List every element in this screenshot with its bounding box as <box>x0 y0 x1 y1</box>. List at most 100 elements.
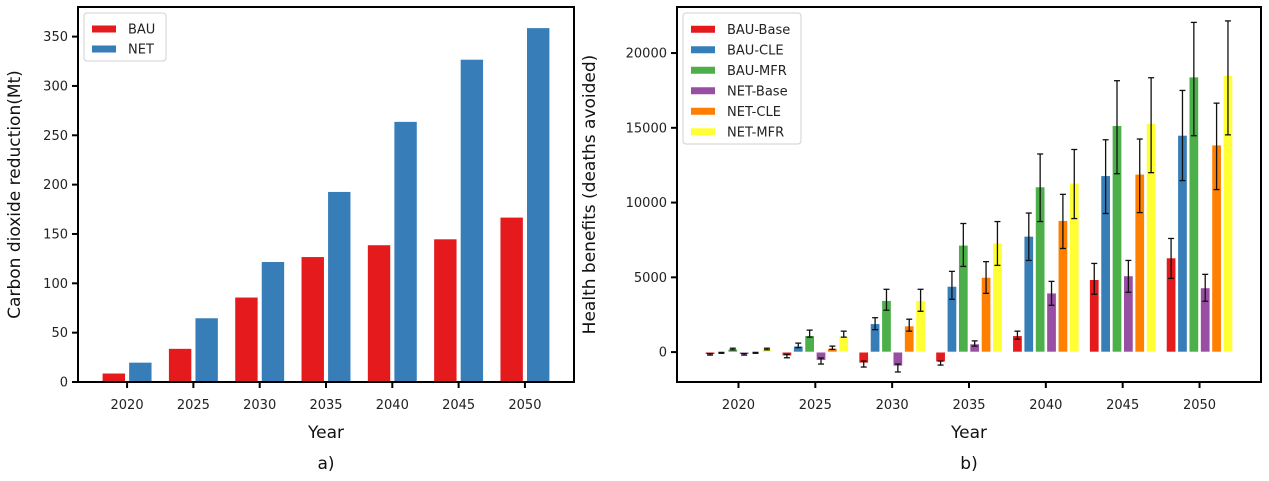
error-bar-net-mfr-2020 <box>763 347 770 351</box>
bar-net-2045 <box>459 58 484 383</box>
bar-bau-mfr-2025 <box>804 335 815 353</box>
error-bar-bau-mfr-2025 <box>806 329 813 338</box>
y-axis-ticks: 0 5000 10000 15000 20000 <box>626 47 677 361</box>
x-axis-label: Year <box>950 423 987 443</box>
error-bar-bau-mfr-2040 <box>1037 153 1044 223</box>
error-bar-net-cle-2020 <box>752 351 759 354</box>
error-bar-bau-cle-2045 <box>1102 139 1109 215</box>
error-bar-net-cle-2040 <box>1059 193 1066 250</box>
legend-item-net-mfr: NET-MFR <box>691 125 784 140</box>
x-tick-label: 2025 <box>177 398 210 413</box>
error-bar-net-cle-2045 <box>1136 138 1143 214</box>
x-tick-label: 2040 <box>376 398 409 413</box>
x-axis-ticks: 2020 2025 2030 2035 2040 2045 2050 <box>722 382 1216 413</box>
error-bar-net-cle-2050 <box>1213 102 1220 191</box>
y-tick-label: 350 <box>43 30 68 45</box>
error-bar-bau-base-2020 <box>707 352 714 356</box>
error-bar-bau-mfr-2030 <box>883 288 890 311</box>
error-bar-net-cle-2030 <box>906 318 913 332</box>
plot-frame <box>676 6 1262 383</box>
x-tick-label: 2020 <box>111 398 144 413</box>
bar-bau-2020 <box>101 372 126 383</box>
error-bar-bau-base-2045 <box>1091 262 1098 295</box>
error-bar-bau-mfr-2050 <box>1190 21 1197 137</box>
legend-swatch <box>691 128 715 136</box>
bar-net-2040 <box>393 121 418 383</box>
y-tick-label: 5000 <box>634 271 667 286</box>
x-tick-label: 2050 <box>508 398 541 413</box>
bar-net-2025 <box>194 317 219 383</box>
error-bar-net-base-2050 <box>1202 273 1209 302</box>
x-tick-label: 2045 <box>1106 398 1139 413</box>
error-bar-net-base-2035 <box>971 340 978 347</box>
x-tick-label: 2040 <box>1029 398 1062 413</box>
x-tick-label: 2035 <box>309 398 342 413</box>
y-axis-label: Health benefits (deaths avoided) <box>580 55 600 335</box>
panel-label: a) <box>317 454 334 474</box>
y-tick-label: 15000 <box>626 121 667 136</box>
error-bar-bau-cle-2040 <box>1025 212 1032 262</box>
legend-label: BAU-CLE <box>727 43 784 58</box>
error-bar-bau-cle-2035 <box>948 270 955 300</box>
y-tick-label: 10000 <box>626 196 667 211</box>
x-tick-label: 2035 <box>952 398 985 413</box>
legend-label: NET-CLE <box>727 105 781 120</box>
error-bar-bau-cle-2030 <box>872 317 879 331</box>
legend: BAU-Base BAU-CLE BAU-MFR NET-Base NET-CLE NET… <box>682 12 802 145</box>
y-tick-label: 300 <box>43 79 68 94</box>
legend-item-bau-cle: BAU-CLE <box>691 43 784 58</box>
legend-label: BAU <box>128 23 155 38</box>
y-tick-label: 200 <box>43 178 68 193</box>
error-bar-net-mfr-2025 <box>840 330 847 338</box>
error-bar-net-base-2045 <box>1125 259 1132 293</box>
x-tick-label: 2025 <box>799 398 832 413</box>
y-tick-label: 50 <box>51 326 68 341</box>
error-bar-bau-cle-2025 <box>795 342 802 349</box>
x-tick-label: 2045 <box>442 398 475 413</box>
y-tick-label: 250 <box>43 129 68 144</box>
bars-group <box>704 75 1234 367</box>
error-bars-group <box>707 20 1231 373</box>
legend-swatch <box>92 45 116 53</box>
error-bar-net-mfr-2035 <box>994 220 1001 267</box>
legend-item-bau-base: BAU-Base <box>691 23 790 38</box>
bar-bau-2025 <box>168 348 193 383</box>
error-bar-net-mfr-2050 <box>1224 20 1231 136</box>
error-bar-bau-base-2040 <box>1014 330 1021 340</box>
x-axis-label: Year <box>307 423 344 443</box>
legend-item-bau: BAU <box>92 23 155 38</box>
legend-label: BAU-MFR <box>727 64 787 79</box>
error-bar-bau-base-2030 <box>860 360 867 368</box>
bar-net-mfr-2025 <box>838 335 849 353</box>
plot-frame <box>77 6 575 383</box>
panel-label: b) <box>960 454 977 474</box>
bar-net-2050 <box>526 27 551 383</box>
legend-label: BAU-Base <box>727 23 790 38</box>
error-bar-bau-cle-2020 <box>718 351 725 354</box>
error-bar-net-base-2025 <box>818 357 825 365</box>
error-bar-net-base-2040 <box>1048 280 1055 306</box>
y-tick-label: 20000 <box>626 47 667 62</box>
error-bar-net-mfr-2030 <box>917 288 924 312</box>
error-bar-bau-base-2025 <box>783 353 790 359</box>
error-bar-bau-mfr-2045 <box>1113 80 1120 175</box>
error-bar-bau-cle-2050 <box>1179 89 1186 182</box>
legend-item-net: NET <box>92 43 154 58</box>
bar-net-2035 <box>327 191 352 383</box>
error-bar-net-mfr-2040 <box>1071 148 1078 220</box>
bar-net-2030 <box>260 261 285 383</box>
bar-bau-2030 <box>234 296 259 383</box>
error-bar-bau-mfr-2020 <box>729 347 736 351</box>
y-tick-label: 100 <box>43 277 68 292</box>
legend-item-bau-mfr: BAU-MFR <box>691 64 787 79</box>
x-tick-label: 2030 <box>243 398 276 413</box>
error-bar-bau-mfr-2035 <box>960 222 967 268</box>
bar-bau-2050 <box>499 216 524 383</box>
legend-label: NET-MFR <box>727 125 784 140</box>
legend-item-net-base: NET-Base <box>691 84 788 99</box>
bars-group <box>101 27 551 383</box>
legend-swatch <box>691 46 715 54</box>
x-tick-label: 2030 <box>876 398 909 413</box>
legend-swatch <box>691 66 715 74</box>
